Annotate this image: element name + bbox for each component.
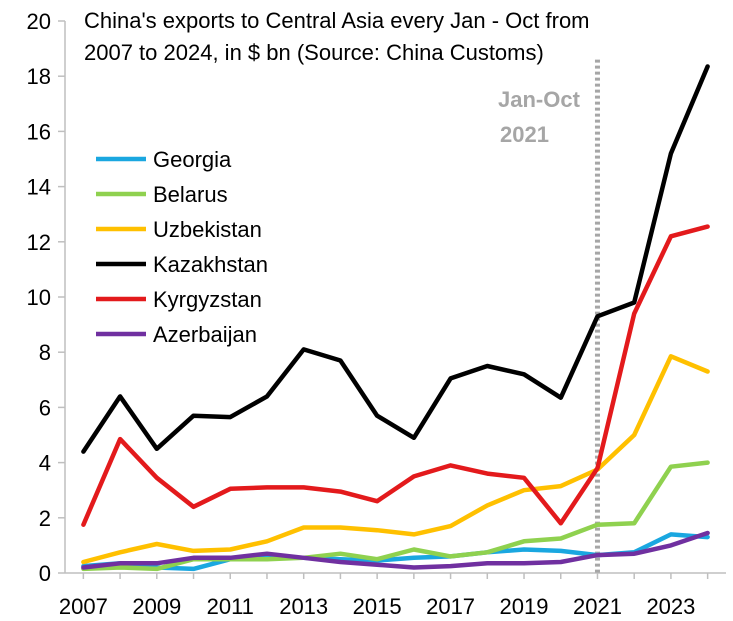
series-line-uzbekistan <box>81 354 710 565</box>
legend-label-kazakhstan: Kazakhstan <box>153 252 268 277</box>
y-tick-label: 20 <box>27 9 51 34</box>
legend-label-uzbekistan: Uzbekistan <box>153 217 262 242</box>
x-tick-label: 2015 <box>353 594 402 619</box>
x-tick-label: 2011 <box>207 594 254 619</box>
legend-label-azerbaijan: Azerbaijan <box>153 322 257 347</box>
series-line-kazakhstan <box>81 64 710 454</box>
legend: Georgia Belarus Uzbekistan Kazakhstan Kyrgyz… <box>96 147 268 347</box>
x-tick-label: 2019 <box>500 594 549 619</box>
legend-label-georgia: Georgia <box>153 147 232 172</box>
y-tick-label: 16 <box>27 119 51 144</box>
x-tick-label: 2017 <box>426 594 475 619</box>
x-tick-label: 2013 <box>279 594 328 619</box>
y-tick-label: 8 <box>39 340 51 365</box>
y-tick-label: 2 <box>39 506 51 531</box>
y-tick-label: 18 <box>27 64 51 89</box>
x-tick-label: 2009 <box>132 594 181 619</box>
chart-title-line-1: China's exports to Central Asia every Ja… <box>84 8 590 33</box>
x-tick-label: 2021 <box>573 594 622 619</box>
series-line-kyrgyzstan <box>81 224 710 527</box>
legend-label-kyrgyzstan: Kyrgyzstan <box>153 287 262 312</box>
annotation-line-2: 2021 <box>500 122 549 147</box>
reference-annotation: Jan-Oct 2021 <box>498 87 581 147</box>
y-tick-label: 4 <box>39 451 51 476</box>
series-line-azerbaijan <box>81 530 710 570</box>
y-tick-label: 14 <box>27 175 51 200</box>
legend-label-belarus: Belarus <box>153 182 228 207</box>
series-lines <box>81 64 710 572</box>
x-tick-label: 2023 <box>646 594 695 619</box>
y-tick-label: 12 <box>27 230 51 255</box>
chart-title-line-2: 2007 to 2024, in $ bn (Source: China Cus… <box>84 40 544 65</box>
y-tick-label: 0 <box>39 561 51 586</box>
annotation-line-1: Jan-Oct <box>498 87 581 112</box>
chart-title: China's exports to Central Asia every Ja… <box>84 8 590 65</box>
x-tick-label: 2007 <box>59 594 108 619</box>
y-tick-label: 10 <box>27 285 51 310</box>
y-tick-label: 6 <box>39 395 51 420</box>
axes: 0 2 4 6 8 10 12 14 16 18 20 2007 2009 2011 2013 2015 201… <box>27 9 726 619</box>
